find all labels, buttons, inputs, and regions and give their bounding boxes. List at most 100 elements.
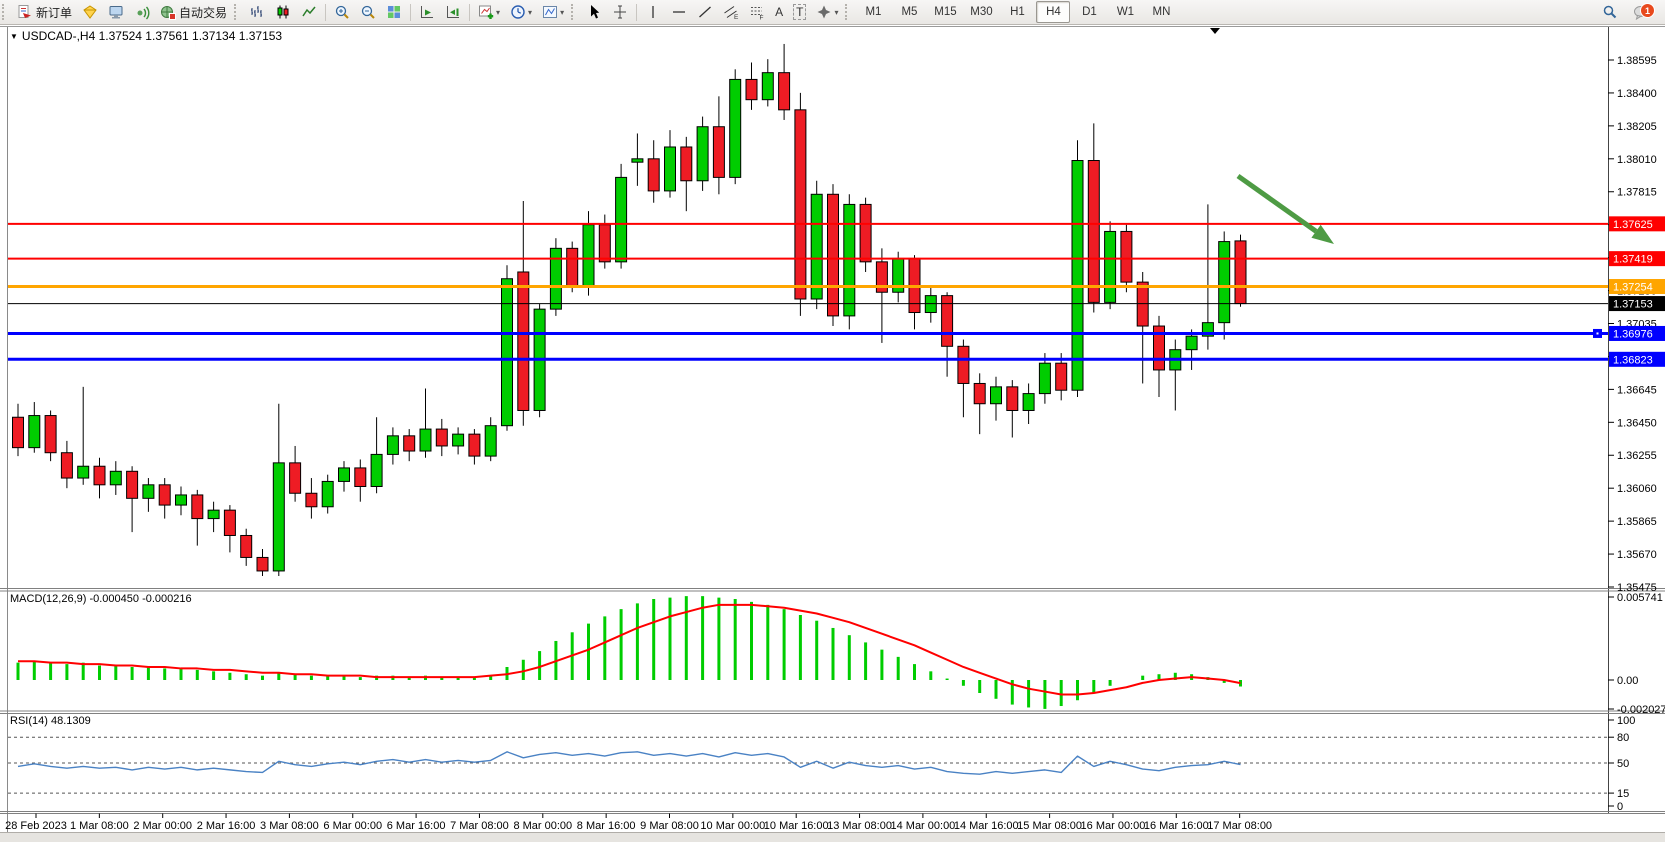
- candle-bullish: [1022, 393, 1035, 411]
- candle-bullish: [696, 126, 709, 182]
- time-tick-label: 16 Mar 00:00: [1081, 820, 1146, 832]
- chart-shift-button[interactable]: [441, 1, 465, 23]
- add-indicator-icon: [479, 5, 494, 19]
- candle-bearish: [305, 492, 318, 508]
- candle-bearish: [859, 203, 872, 263]
- macd-axis-label: -0.002027: [1617, 704, 1665, 716]
- time-tick-label: 13 Mar 08:00: [827, 820, 892, 832]
- timeframe-m30-button[interactable]: M30: [970, 6, 993, 18]
- candle-bullish: [1201, 322, 1214, 337]
- time-tick-label: 10 Mar 16:00: [764, 820, 829, 832]
- price-badge: [1609, 251, 1665, 267]
- crosshair-icon: [614, 5, 627, 19]
- gem-icon: [83, 5, 97, 19]
- bar-chart-button[interactable]: [245, 1, 269, 23]
- time-tick-label: 2 Mar 00:00: [133, 820, 192, 832]
- channel-tool-button[interactable]: E: [719, 1, 743, 23]
- svg-text:F: F: [760, 15, 764, 21]
- dropdown-caret[interactable]: ▾: [560, 7, 565, 17]
- metaeditor-button[interactable]: [104, 1, 128, 23]
- rsi-indicator-label: RSI(14) 48.1309: [10, 715, 91, 727]
- time-tick-label: 8 Mar 16:00: [577, 820, 636, 832]
- annotation-arrow-shaft[interactable]: [1236, 173, 1318, 234]
- candle-bearish: [680, 146, 693, 182]
- candle-bearish: [712, 126, 725, 178]
- new-order-button[interactable]: 新订单: [13, 1, 76, 23]
- timeframe-h1-button[interactable]: H1: [1010, 6, 1025, 18]
- arrows-tool-button[interactable]: ▾: [812, 1, 842, 23]
- trendline-tool-button[interactable]: [693, 1, 717, 23]
- toolbar-grip: [2, 4, 9, 20]
- crosshair-tool-button[interactable]: [608, 1, 632, 23]
- candle-bearish: [240, 534, 253, 558]
- timeframe-d1-button[interactable]: D1: [1082, 6, 1097, 18]
- notifications-button[interactable]: 1: [1624, 1, 1658, 23]
- scroll-to-end-marker-icon[interactable]: [1210, 28, 1220, 34]
- add-indicator-button[interactable]: ▾: [474, 1, 504, 23]
- bar-chart-icon: [251, 6, 263, 17]
- timeframe-m5-button[interactable]: M5: [901, 6, 918, 18]
- candle-bearish: [403, 435, 416, 452]
- candle-bullish: [419, 428, 432, 452]
- timeframe-m1-button[interactable]: M1: [865, 6, 882, 18]
- timeframe-h4-button[interactable]: H4: [1036, 1, 1071, 23]
- dropdown-caret[interactable]: ▾: [834, 7, 839, 17]
- price-badge-label: 1.37153: [1613, 299, 1653, 311]
- candle-bullish: [810, 193, 823, 300]
- candle-bearish: [289, 462, 302, 494]
- toolbar-grip: [571, 4, 578, 20]
- time-tick-label: 14 Mar 16:00: [954, 820, 1019, 832]
- timeframe-m15-button[interactable]: M15: [934, 6, 957, 18]
- timeframe-mn-button[interactable]: MN: [1152, 6, 1171, 18]
- horizontal-line-tool-button[interactable]: [667, 1, 691, 23]
- candle-bullish: [549, 247, 562, 310]
- timeframe-w1-button[interactable]: W1: [1116, 6, 1135, 18]
- periods-button[interactable]: ▾: [506, 1, 536, 23]
- candle-bullish: [664, 146, 676, 192]
- candle-bearish: [1136, 281, 1149, 327]
- line-handle-dot: [1596, 332, 1599, 335]
- price-tick-label: 1.36645: [1617, 384, 1657, 396]
- line-chart-button[interactable]: [297, 1, 321, 23]
- price-tick-label: 1.35475: [1617, 582, 1657, 594]
- tile-windows-button[interactable]: [382, 1, 406, 23]
- candle-bullish: [28, 415, 41, 449]
- monitor-icon: [109, 6, 123, 19]
- zoom-out-button[interactable]: [356, 1, 380, 23]
- candle-bullish: [77, 465, 90, 479]
- price-tick-label: 1.35865: [1617, 516, 1657, 528]
- annotation-arrow-head[interactable]: [1311, 224, 1334, 244]
- macd-axis-label: 0.005741: [1617, 592, 1663, 604]
- candle-bullish: [338, 467, 350, 482]
- svg-text:E: E: [734, 14, 739, 20]
- candle-bullish: [370, 453, 383, 487]
- auto-trading-button[interactable]: 自动交易: [156, 1, 231, 23]
- templates-button[interactable]: ▾: [538, 1, 568, 23]
- candle-bearish: [827, 193, 839, 317]
- search-button[interactable]: [1598, 1, 1622, 23]
- candle-bearish: [126, 470, 139, 499]
- time-tick-label: 17 Mar 08:00: [1207, 820, 1272, 832]
- toolbar-grip: [845, 4, 852, 20]
- candle-bearish: [468, 433, 481, 457]
- cursor-tool-button[interactable]: [582, 1, 606, 23]
- text-label-tool-button[interactable]: T: [789, 1, 810, 23]
- price-tick-label: 1.35670: [1617, 549, 1657, 561]
- market-watch-button[interactable]: [78, 1, 102, 23]
- signals-button[interactable]: [130, 1, 154, 23]
- auto-scroll-button[interactable]: [415, 1, 439, 23]
- fibonacci-tool-button[interactable]: F: [745, 1, 769, 23]
- candle-bearish: [875, 261, 888, 293]
- zoom-in-button[interactable]: [330, 1, 354, 23]
- price-tick-label: 1.38595: [1617, 55, 1657, 67]
- text-tool-button[interactable]: A: [771, 1, 787, 23]
- toolbar-grip: [234, 4, 241, 20]
- vertical-line-tool-button[interactable]: [641, 1, 665, 23]
- dropdown-caret[interactable]: ▾: [496, 7, 501, 17]
- expand-triangle-icon[interactable]: ▼: [10, 32, 18, 41]
- candle-bearish: [957, 345, 970, 384]
- fibonacci-icon: F: [751, 7, 764, 21]
- dropdown-caret[interactable]: ▾: [528, 7, 533, 17]
- candlestick-chart-button[interactable]: [271, 1, 295, 23]
